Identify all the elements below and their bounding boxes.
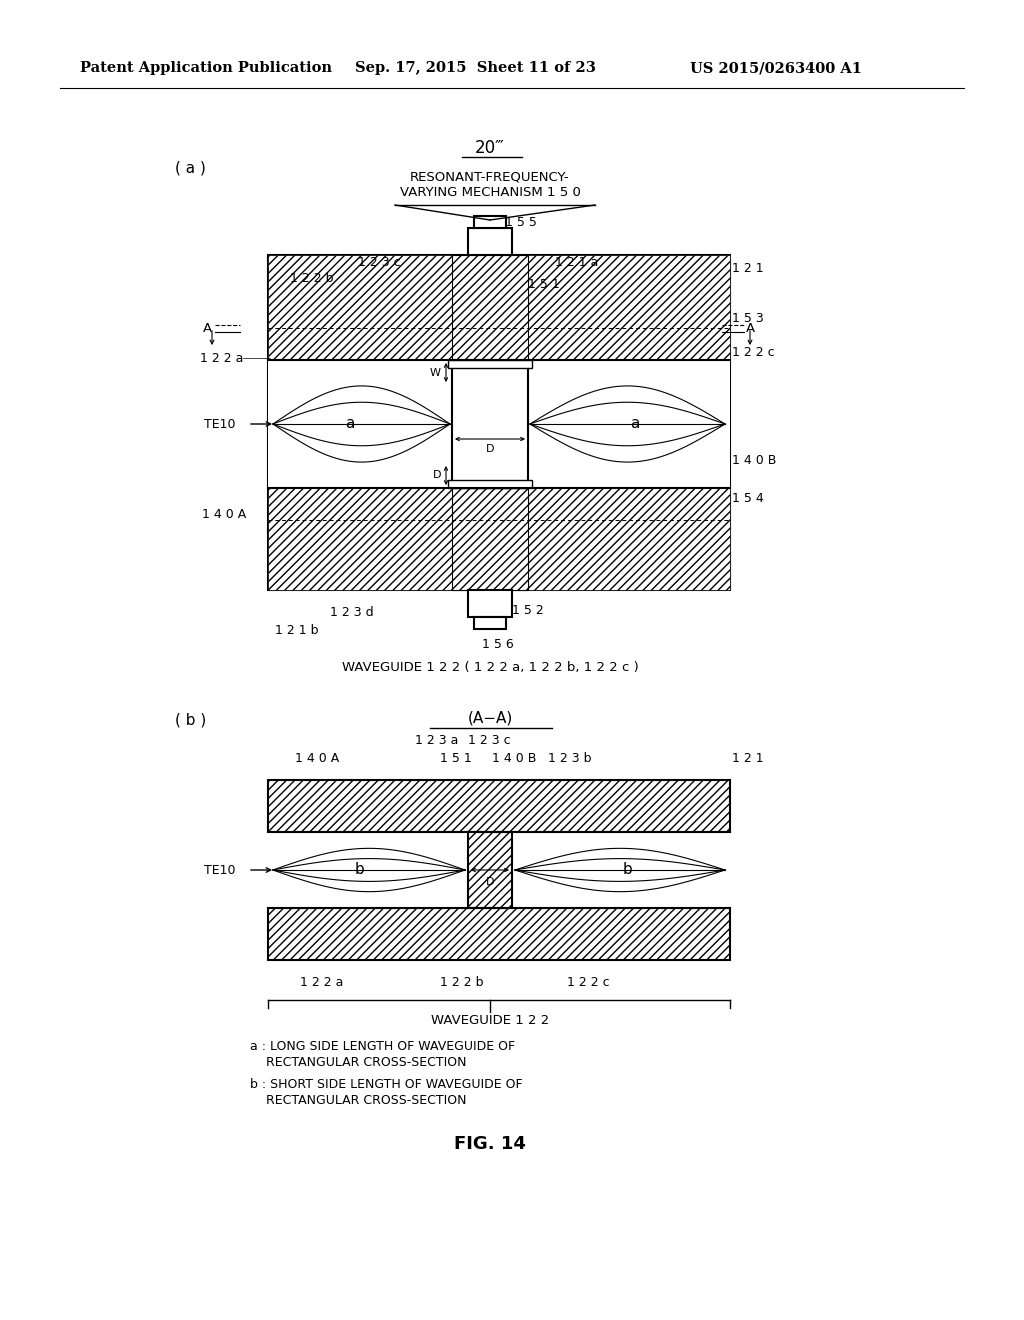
Bar (468, 590, 512, 616)
Text: 1 4 0 B: 1 4 0 B (732, 454, 776, 466)
Bar (474, 216, 506, 228)
Text: 1 2 3 b: 1 2 3 b (548, 751, 592, 764)
Text: 1 2 1 a: 1 2 1 a (555, 256, 598, 269)
Bar (268, 832, 730, 908)
Text: 1 2 3 c: 1 2 3 c (468, 734, 511, 747)
Text: WAVEGUIDE 1 2 2 ( 1 2 2 a, 1 2 2 b, 1 2 2 c ): WAVEGUIDE 1 2 2 ( 1 2 2 a, 1 2 2 b, 1 2 … (342, 661, 638, 675)
Bar (474, 616, 506, 630)
Text: 1 5 3: 1 5 3 (732, 312, 764, 325)
Bar (462, 255, 518, 360)
Bar (468, 832, 512, 908)
Text: 1 5 2: 1 5 2 (512, 603, 544, 616)
Text: 1 2 2 b: 1 2 2 b (290, 272, 334, 285)
Bar (268, 255, 730, 590)
Text: a: a (345, 417, 354, 432)
Bar (268, 488, 462, 590)
Text: 1 2 1: 1 2 1 (732, 751, 764, 764)
Text: b: b (624, 862, 633, 878)
Bar (268, 908, 730, 960)
Text: 1 4 0 A: 1 4 0 A (202, 508, 246, 521)
Text: RESONANT-FREQUENCY-: RESONANT-FREQUENCY- (411, 170, 569, 183)
Text: 20‴: 20‴ (475, 139, 505, 157)
Text: (A−A): (A−A) (467, 710, 513, 726)
Bar (449, 360, 532, 368)
Bar (462, 488, 518, 590)
Text: WAVEGUIDE 1 2 2: WAVEGUIDE 1 2 2 (431, 1014, 549, 1027)
Text: 1 2 2 c: 1 2 2 c (567, 975, 609, 989)
Text: D: D (485, 444, 495, 454)
Text: Patent Application Publication: Patent Application Publication (80, 61, 332, 75)
Bar (268, 780, 730, 832)
Text: RECTANGULAR CROSS-SECTION: RECTANGULAR CROSS-SECTION (250, 1093, 467, 1106)
Text: TE10: TE10 (204, 863, 234, 876)
Bar (452, 255, 528, 360)
Text: 1 5 1: 1 5 1 (528, 279, 560, 292)
Text: A: A (203, 322, 212, 334)
Text: 1 2 1 b: 1 2 1 b (275, 623, 318, 636)
Text: 1 2 2 a: 1 2 2 a (200, 351, 244, 364)
Text: a : LONG SIDE LENGTH OF WAVEGUIDE OF: a : LONG SIDE LENGTH OF WAVEGUIDE OF (250, 1040, 515, 1052)
Text: 1 5 5: 1 5 5 (505, 215, 537, 228)
Text: US 2015/0263400 A1: US 2015/0263400 A1 (690, 61, 862, 75)
Bar (518, 255, 730, 360)
Text: Sep. 17, 2015  Sheet 11 of 23: Sep. 17, 2015 Sheet 11 of 23 (355, 61, 596, 75)
Text: 1 5 6: 1 5 6 (482, 638, 514, 651)
Text: 1 2 1: 1 2 1 (732, 261, 764, 275)
Text: D: D (432, 470, 441, 480)
Bar (452, 488, 528, 590)
Text: W: W (430, 367, 441, 378)
Text: 1 2 3 c: 1 2 3 c (358, 256, 400, 268)
Text: a: a (631, 417, 640, 432)
Text: ( b ): ( b ) (175, 713, 206, 727)
Bar (468, 228, 512, 255)
Text: VARYING MECHANISM 1 5 0: VARYING MECHANISM 1 5 0 (399, 186, 581, 199)
Text: 1 2 3 d: 1 2 3 d (330, 606, 374, 619)
Text: D: D (485, 876, 495, 887)
Text: A: A (746, 322, 755, 334)
Text: 1 2 2 a: 1 2 2 a (300, 975, 343, 989)
Text: RECTANGULAR CROSS-SECTION: RECTANGULAR CROSS-SECTION (250, 1056, 467, 1068)
Bar (449, 480, 532, 488)
Text: b : SHORT SIDE LENGTH OF WAVEGUIDE OF: b : SHORT SIDE LENGTH OF WAVEGUIDE OF (250, 1077, 522, 1090)
Text: 1 2 2 b: 1 2 2 b (440, 975, 483, 989)
Bar (518, 488, 730, 590)
Text: 1 5 4: 1 5 4 (732, 491, 764, 504)
Text: b: b (355, 862, 365, 878)
Text: ( a ): ( a ) (175, 161, 206, 176)
Bar (268, 360, 730, 488)
Text: 1 2 2 c: 1 2 2 c (732, 346, 774, 359)
Bar (452, 360, 528, 488)
Text: TE10: TE10 (204, 417, 234, 430)
Text: 1 4 0 A: 1 4 0 A (295, 751, 339, 764)
Text: 1 5 1: 1 5 1 (440, 751, 472, 764)
Text: FIG. 14: FIG. 14 (454, 1135, 526, 1152)
Text: 1 2 3 a: 1 2 3 a (415, 734, 459, 747)
Text: 1 4 0 B: 1 4 0 B (492, 751, 537, 764)
Bar (268, 255, 462, 360)
